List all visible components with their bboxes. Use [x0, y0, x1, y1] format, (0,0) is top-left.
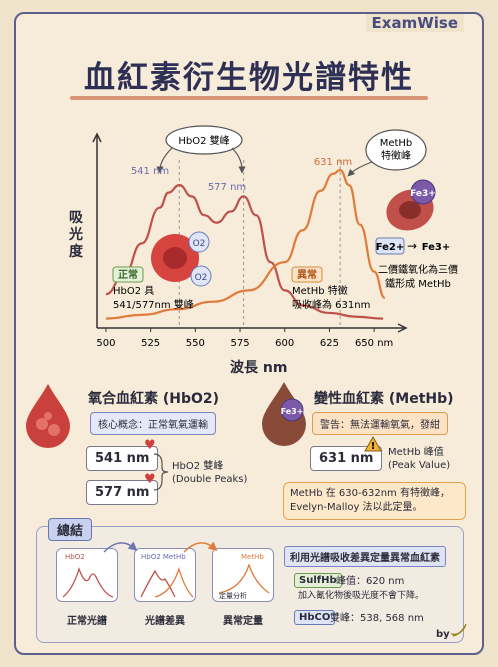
svg-text:Fe3+: Fe3+ — [410, 189, 436, 199]
normal-line1: HbO2 具 — [113, 285, 154, 297]
hbo2-peak-541: 541 nm — [86, 446, 159, 471]
x-tick-label: 600 — [275, 338, 294, 349]
dark-blood-drop-icon: Fe3+ — [262, 382, 306, 446]
x-axis-arrow — [397, 323, 408, 333]
x-tick-label: 500 — [96, 338, 115, 349]
hbo2-peak-577: 577 nm — [86, 480, 159, 505]
methb-label-line1: MetHb 峰值 — [388, 447, 444, 458]
x-tick-label: 525 — [141, 338, 160, 349]
peak-631-label: 631 nm — [314, 157, 352, 168]
svg-text:!: ! — [371, 441, 376, 452]
y-axis-arrow — [92, 132, 102, 143]
hbo2-label-line1: HbO2 雙峰 — [172, 461, 224, 472]
flow-arrow-icon — [183, 541, 218, 553]
hbo2-label-line2: (Double Peaks) — [172, 474, 248, 485]
sulfhb-sub: 加入氰化物後吸光度不會下降。 — [298, 591, 425, 601]
brand-logo: ExamWise — [365, 14, 464, 32]
conv-line2: 鐵形成 MetHb — [385, 277, 451, 290]
peak-541-label: 541 nm — [131, 166, 169, 177]
fe3-cell-illustration: Fe3+ — [386, 179, 436, 231]
x-axis-label: 波長 nm — [230, 359, 287, 376]
sulfhb-tag: SulfHb — [294, 573, 342, 588]
methb-warning: 警告：無法運輸氧氣，發紺 — [312, 412, 448, 435]
mini-diff-spectrum: HbO2 MetHb — [134, 548, 196, 602]
hbco-tag: HbCO — [294, 610, 336, 625]
mini-quant-spectrum: MetHb 定量分析 — [212, 548, 274, 602]
chart-series — [105, 168, 386, 320]
svg-text:HbO2 雙峰: HbO2 雙峰 — [178, 134, 229, 147]
summary-tag: 總結 — [48, 518, 93, 541]
x-tick-label: 625 — [320, 338, 339, 349]
x-tick-label: 575 — [230, 338, 249, 349]
fe3-label: Fe3+ — [422, 242, 451, 253]
fe2-label: Fe2+ — [376, 242, 405, 253]
methb-label-line2: (Peak Value) — [388, 460, 451, 471]
hbo2-title: 氧合血紅素 (HbO2) — [88, 391, 220, 407]
x-tick-label: 550 — [186, 338, 205, 349]
abnormal-line1: MetHb 特徵 — [292, 284, 348, 297]
svg-text:O2: O2 — [195, 273, 208, 283]
step-normal-label: 正常光譜 — [67, 616, 107, 627]
abnormal-line2: 吸收峰為 631nm — [292, 298, 370, 311]
svg-text:O2: O2 — [193, 239, 206, 249]
page-title: 血紅素衍生物光譜特性 — [84, 60, 414, 96]
svg-text:特徵峰: 特徵峰 — [381, 149, 411, 162]
heart-icon: ♥ — [144, 472, 156, 487]
step-diff-label: 光譜差異 — [145, 616, 185, 627]
methb-note: MetHb 在 630-632nm 有特徵峰， Evelyn-Malloy 法以… — [283, 482, 466, 520]
x-tick-label: 650 nm — [355, 338, 393, 349]
spectrum-chart: 500 525 550 575 600 625 650 nm 吸光度 波長 nm HbO2 … — [68, 125, 458, 376]
flow-arrow-icon — [103, 541, 138, 553]
step-quant-label: 異常定量 — [223, 616, 263, 627]
svg-text:Fe3+: Fe3+ — [281, 407, 304, 416]
methb-title: 變性血紅素 (MetHb) — [314, 391, 454, 407]
brace-icon — [153, 453, 169, 491]
conv-arrow: → — [407, 239, 417, 253]
red-cell-o2-illustration: O2 O2 — [151, 231, 212, 287]
abnormal-tag: 異常 — [297, 268, 317, 281]
heart-icon: ♥ — [144, 438, 156, 453]
hbo2-concept: 核心概念：正常氧氣運輸 — [90, 412, 216, 435]
svg-text:MetHb: MetHb — [380, 138, 413, 149]
double-peak-bubble: HbO2 雙峰 — [156, 125, 246, 174]
summary-headline: 利用光譜吸收差異定量異常血紅素 — [284, 546, 446, 567]
banana-icon — [450, 623, 467, 637]
conv-line1: 二價鐵氧化為三價 — [378, 263, 458, 276]
methb-bubble: MetHb 特徵峰 — [347, 129, 427, 177]
chart-ticks: 500 525 550 575 600 625 650 nm — [96, 328, 393, 349]
mini-normal-spectrum: HbO2 — [56, 548, 118, 602]
normal-tag: 正常 — [118, 268, 138, 281]
series-line-methb — [105, 168, 386, 320]
by-label: by — [436, 629, 450, 640]
blood-drop-icon — [26, 384, 70, 448]
normal-line2: 541/577nm 雙峰 — [113, 298, 194, 311]
hbco-text: 雙峰：538, 568 nm — [330, 613, 424, 624]
warning-icon: ! — [364, 436, 382, 452]
sulfhb-text: 峰值：620 nm — [336, 576, 405, 587]
title-underline — [70, 96, 428, 100]
peak-577-label: 577 nm — [208, 182, 246, 193]
y-axis-label: 吸光度 — [68, 210, 84, 260]
series-line-hbo2 — [105, 184, 384, 320]
